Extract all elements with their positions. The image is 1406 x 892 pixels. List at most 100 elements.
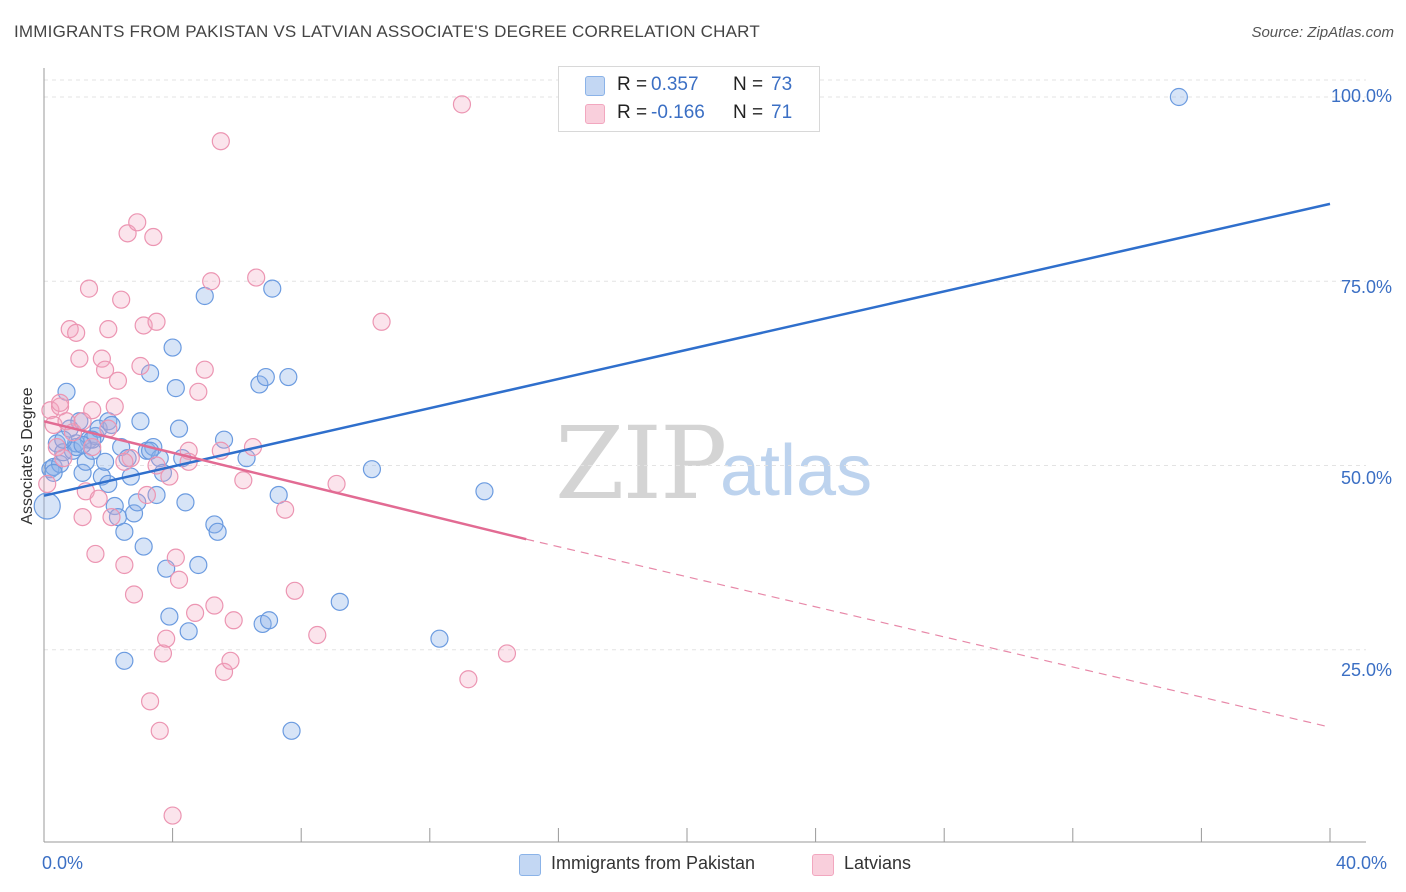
point-latvians [89, 489, 108, 508]
point-pakistan [95, 452, 115, 471]
legend-swatch-blue [519, 854, 541, 876]
trend-line-latvians-extension [526, 538, 1331, 728]
point-pakistan [475, 482, 494, 501]
point-pakistan [259, 611, 279, 630]
point-latvians [144, 227, 163, 247]
point-latvians [131, 356, 150, 376]
point-latvians [108, 371, 128, 390]
point-pakistan [330, 592, 349, 611]
legend-swatch-blue [585, 76, 605, 96]
point-latvians [497, 644, 517, 663]
point-pakistan [250, 375, 269, 394]
x-tick-label-max: 40.0% [1336, 853, 1388, 873]
point-latvians [147, 312, 166, 331]
point-pakistan [73, 463, 92, 482]
legend-r-value: -0.166 [651, 102, 705, 123]
legend-n-label: N = [733, 102, 764, 123]
point-latvians [189, 382, 208, 401]
point-pakistan [134, 537, 153, 556]
point-pakistan [166, 379, 185, 398]
point-pakistan [430, 629, 449, 648]
point-latvians [150, 721, 169, 740]
point-pakistan [160, 607, 179, 626]
point-pakistan [115, 522, 134, 541]
point-latvians [327, 474, 346, 494]
trend-line-pakistan [43, 202, 1331, 497]
watermark-zip: ZIP [555, 405, 727, 522]
y-tick-label-50: 50.0% [1340, 468, 1392, 488]
point-latvians [86, 544, 105, 564]
point-pakistan [208, 522, 227, 541]
point-pakistan [33, 492, 61, 520]
point-latvians [224, 611, 243, 630]
point-latvians [105, 397, 124, 416]
point-pakistan [105, 496, 124, 516]
point-pakistan [176, 493, 195, 512]
point-latvians [452, 95, 472, 114]
point-pakistan [163, 338, 182, 357]
source-label: Source: ZipAtlas.com [1251, 24, 1394, 41]
point-pakistan [140, 364, 160, 383]
point-pakistan [263, 279, 282, 298]
point-latvians [276, 500, 295, 519]
point-latvians [95, 360, 115, 379]
point-pakistan [99, 474, 118, 494]
legend-row-latvians: R = -0.166 N = 71 [559, 100, 819, 128]
point-latvians [124, 585, 144, 604]
point-latvians [47, 437, 66, 457]
point-latvians [372, 312, 391, 331]
point-latvians [70, 349, 89, 368]
point-latvians [205, 596, 224, 615]
point-latvians [67, 323, 86, 342]
point-pakistan [214, 430, 234, 449]
point-latvians [186, 603, 205, 623]
legend-label-latvians: Latvians [844, 853, 912, 873]
point-latvians [128, 213, 147, 232]
point-latvians [115, 452, 134, 471]
point-latvians [41, 401, 60, 420]
point-latvians [112, 290, 131, 309]
point-latvians [83, 437, 102, 457]
point-latvians [157, 629, 176, 648]
point-latvians [102, 507, 121, 527]
legend-n-value: 71 [771, 102, 793, 123]
legend-label-pakistan: Immigrants from Pakistan [551, 853, 756, 873]
legend-swatch-pink [812, 854, 834, 876]
chart-title: IMMIGRANTS FROM PAKISTAN VS LATVIAN ASSO… [14, 22, 760, 41]
point-latvians [38, 474, 57, 494]
point-latvians [99, 320, 118, 339]
legend-n-value: 73 [771, 74, 793, 95]
legend-row-pakistan: R = 0.357 N = 73 [559, 72, 819, 100]
point-latvians [153, 644, 173, 663]
point-latvians [202, 272, 221, 291]
point-latvians [195, 360, 214, 379]
point-latvians [79, 279, 99, 298]
point-pakistan [282, 721, 301, 740]
point-pakistan [179, 622, 198, 641]
legend-r-value: 0.357 [651, 74, 699, 95]
point-latvians [234, 471, 253, 490]
legend-n-label: N = [733, 74, 764, 95]
point-latvians [247, 268, 266, 287]
point-pakistan [169, 419, 189, 438]
point-latvians [459, 670, 478, 689]
point-pakistan [279, 367, 298, 387]
point-pakistan [83, 430, 102, 449]
point-latvians [92, 349, 111, 368]
point-latvians [50, 393, 70, 412]
point-pakistan [147, 485, 166, 505]
point-pakistan [128, 493, 147, 512]
point-pakistan [362, 460, 382, 479]
point-latvians [163, 806, 182, 825]
point-latvians [169, 570, 189, 589]
legend-swatch-pink [585, 104, 605, 124]
legend-r-label: R = [617, 74, 648, 95]
point-pakistan [115, 651, 134, 670]
stats-legend: R = 0.357 N = 73 R = -0.166 N = 71 [558, 66, 820, 132]
point-latvians [73, 412, 92, 431]
trend-line-latvians [43, 420, 527, 541]
point-latvians [214, 662, 234, 681]
point-pakistan [131, 412, 150, 431]
series-legend: Immigrants from Pakistan Latvians [0, 852, 1406, 878]
